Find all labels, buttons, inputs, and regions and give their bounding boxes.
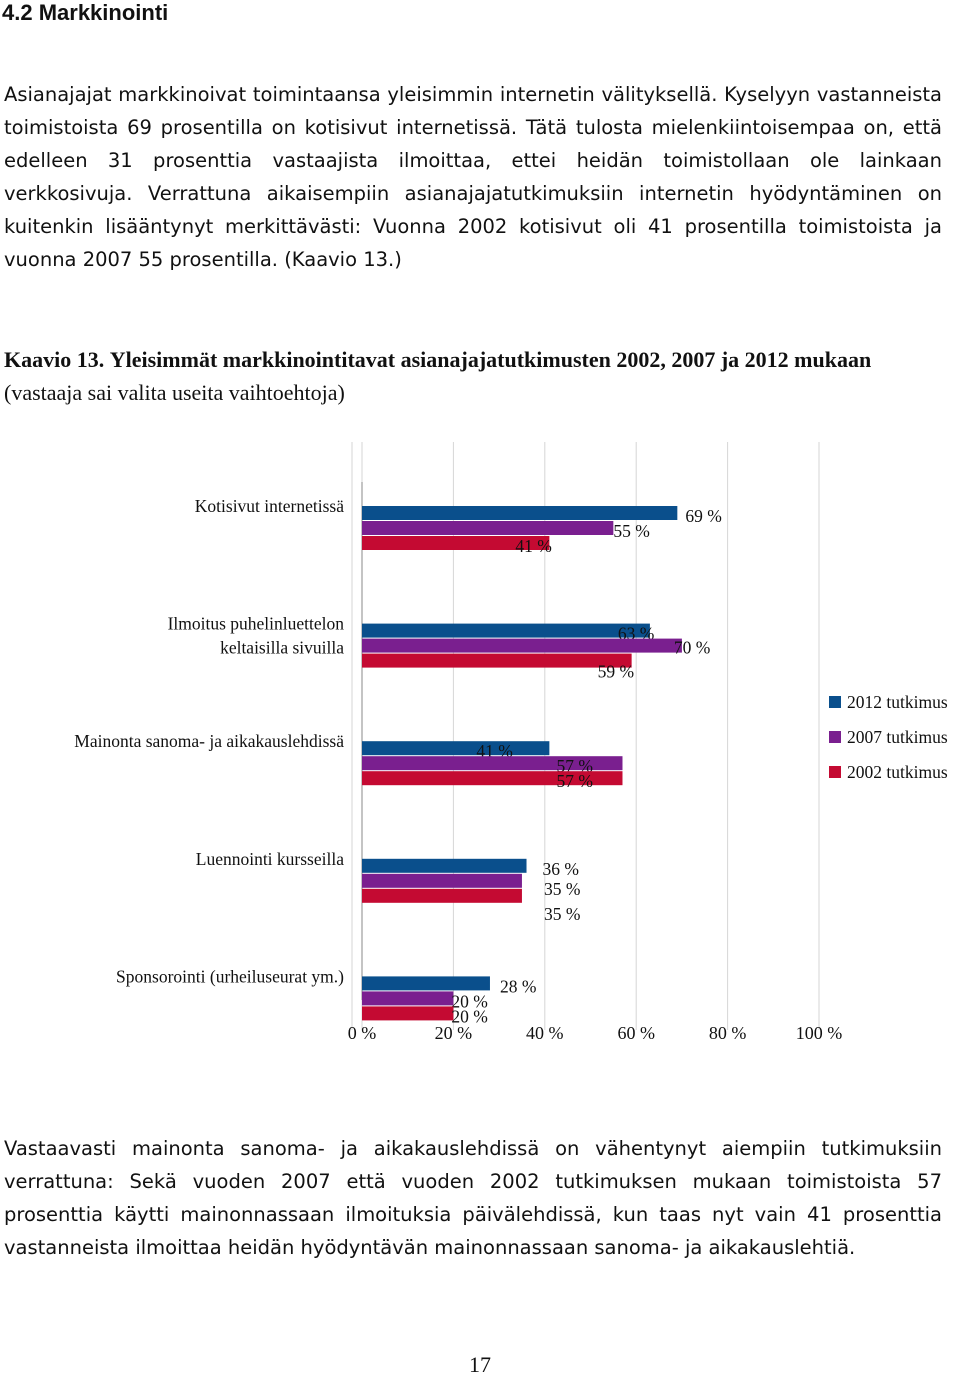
figure-note: (vastaaja sai valita useita vaihtoehtoja… xyxy=(4,380,345,405)
section-heading: 4.2 Markkinointi xyxy=(2,0,169,25)
bar-2002-tutkimus xyxy=(362,653,632,668)
analysis-paragraph: Vastaavasti mainonta sanoma- ja aikakaus… xyxy=(4,1137,942,1259)
bar-2007-tutkimus xyxy=(362,991,454,1006)
x-tick-label: 100 % xyxy=(796,1023,843,1043)
bar-2007-tutkimus xyxy=(362,756,623,771)
data-label: 57 % xyxy=(556,771,592,791)
category-label: keltaisilla sivuilla xyxy=(220,638,344,658)
data-label: 69 % xyxy=(685,506,721,526)
data-label: 36 % xyxy=(543,859,579,879)
bar-2002-tutkimus xyxy=(362,888,522,903)
intro-paragraph: Asianajajat markkinoivat toimintaansa yl… xyxy=(4,83,942,271)
legend-label: 2002 tutkimus xyxy=(847,762,948,782)
x-tick-label: 20 % xyxy=(435,1023,473,1043)
category-label: Ilmoitus puhelinluettelon xyxy=(168,614,345,634)
data-label: 59 % xyxy=(598,662,634,682)
data-label: 70 % xyxy=(674,638,710,658)
data-label: 35 % xyxy=(544,904,580,924)
bar-2002-tutkimus xyxy=(362,1006,454,1021)
bar-2012-tutkimus xyxy=(362,506,678,520)
data-label: 55 % xyxy=(613,521,649,541)
x-tick-label: 0 % xyxy=(348,1023,377,1043)
x-tick-label: 80 % xyxy=(709,1023,747,1043)
bar-2012-tutkimus xyxy=(362,623,650,638)
bar-2012-tutkimus xyxy=(362,858,527,873)
bar-2002-tutkimus xyxy=(362,536,550,550)
data-label: 41 % xyxy=(515,536,551,556)
figure-label: Kaavio 13. xyxy=(4,347,105,372)
bar-2007-tutkimus xyxy=(362,521,614,535)
bar-2012-tutkimus xyxy=(362,741,550,756)
figure-title: Yleisimmät markkinointitavat asianajajat… xyxy=(109,347,872,372)
figure-caption: Kaavio 13. Yleisimmät markkinointitavat … xyxy=(4,343,944,409)
legend-swatch xyxy=(829,731,841,743)
category-label: Luennointi kursseilla xyxy=(196,849,344,869)
category-label: Sponsorointi (urheiluseurat ym.) xyxy=(116,966,344,986)
bar-2012-tutkimus xyxy=(362,976,490,991)
legend-swatch xyxy=(829,766,841,778)
data-label: 63 % xyxy=(618,624,654,644)
data-label: 28 % xyxy=(500,976,536,996)
data-label: 20 % xyxy=(451,991,487,1011)
category-label: Kotisivut internetissä xyxy=(195,496,344,516)
legend-swatch xyxy=(829,696,841,708)
legend-label: 2007 tutkimus xyxy=(847,727,948,747)
bar-2007-tutkimus xyxy=(362,873,522,888)
data-label: 20 % xyxy=(451,1006,487,1026)
bar-2007-tutkimus xyxy=(362,638,682,653)
legend-label: 2012 tutkimus xyxy=(847,692,948,712)
x-tick-label: 40 % xyxy=(526,1023,564,1043)
page-number: 17 xyxy=(469,1352,491,1377)
data-label: 35 % xyxy=(544,879,580,899)
bar-chart: 0 % 20 % 40 % 60 % 80 % 100 % Kotisivut intern… xyxy=(74,442,948,1043)
x-tick-label: 60 % xyxy=(617,1023,655,1043)
bar-2002-tutkimus xyxy=(362,771,623,786)
category-label: Mainonta sanoma- ja aikakauslehdissä xyxy=(74,731,344,751)
